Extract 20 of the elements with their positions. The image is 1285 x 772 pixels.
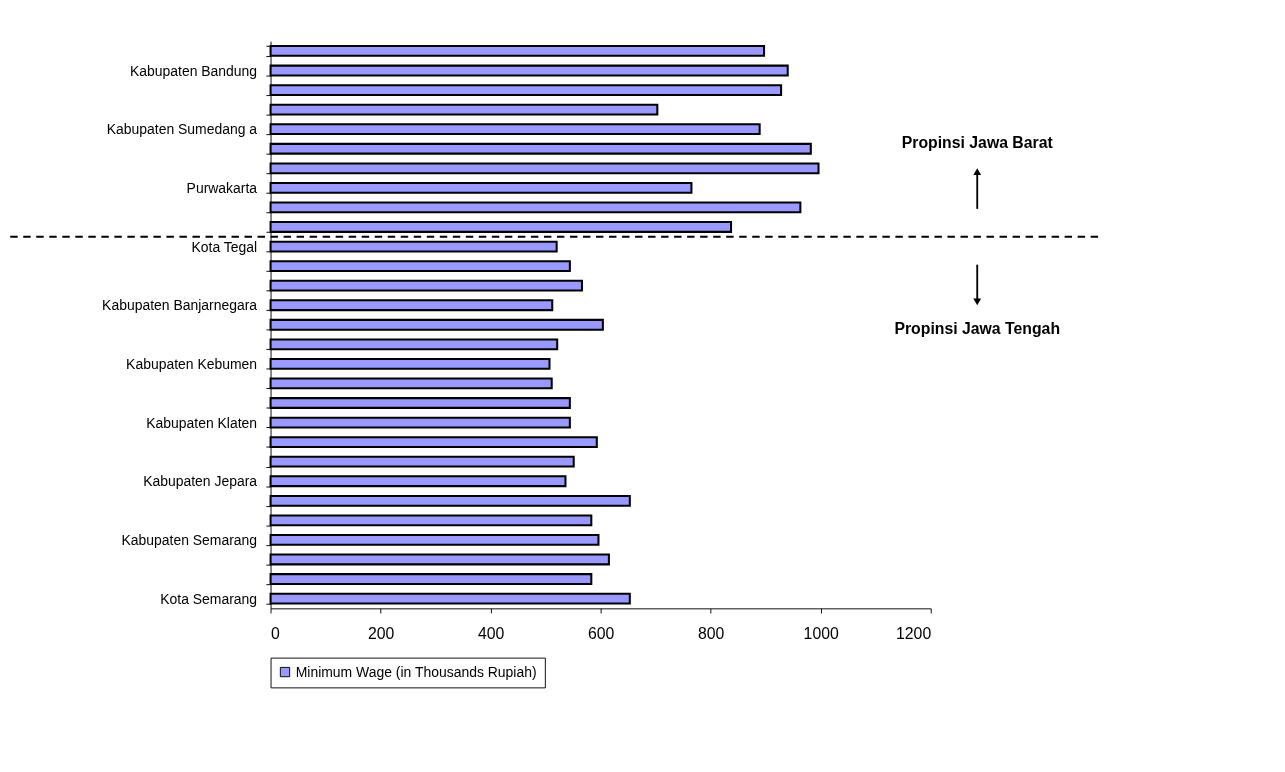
x-tick-label: 1000 [803, 624, 839, 642]
y-tick-label: Kabupaten Banjarnegara [102, 297, 258, 314]
y-tick-label: Kabupaten Bandung [129, 62, 258, 79]
y-tick-label: Kota Tegal [191, 238, 258, 255]
legend-label: Minimum Wage (in Thousands Rupiah) [295, 663, 537, 680]
y-tick-label: Kabupaten Sumedang a [106, 121, 258, 138]
y-tick-label: Kabupaten Kebumen [126, 356, 258, 372]
x-tick-label: 200 [367, 624, 395, 642]
x-tick-label: 0 [271, 624, 281, 642]
y-tick-label: Kota Semarang [160, 590, 258, 607]
y-tick-label: Kabupaten Semarang [121, 532, 258, 549]
y-tick-label: Purwakarta [186, 179, 258, 196]
annotation: Propinsi Jawa Tengah [894, 320, 1061, 338]
x-tick-label: 1200 [896, 624, 932, 642]
x-tick-label: 400 [477, 624, 505, 642]
x-tick-label: 600 [587, 624, 615, 642]
annotation: Propinsi Jawa Barat [901, 134, 1054, 152]
x-tick-label: 800 [697, 624, 725, 642]
y-tick-label: Kabupaten Klaten [146, 414, 258, 431]
y-tick-label: Kabupaten Jepara [143, 473, 258, 490]
